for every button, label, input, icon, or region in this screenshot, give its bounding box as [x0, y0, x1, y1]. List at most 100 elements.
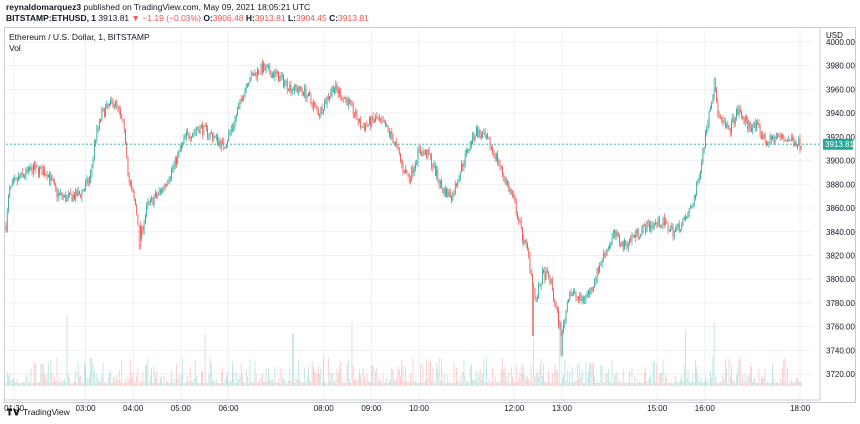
candle-body	[227, 140, 228, 145]
volume-bar	[178, 374, 180, 386]
tradingview-brand[interactable]: TradingView	[23, 407, 70, 417]
volume-bar	[352, 366, 354, 386]
candle-body	[681, 223, 683, 230]
volume-bar	[308, 366, 309, 386]
candle-body	[602, 253, 604, 261]
candle-body	[438, 179, 440, 185]
chart-frame[interactable]	[4, 27, 856, 403]
volume-bar	[744, 373, 746, 386]
volume-bar	[341, 379, 343, 386]
volume-bar	[228, 382, 230, 386]
volume-bar	[568, 382, 569, 386]
volume-bar	[342, 382, 344, 386]
volume-bar	[427, 378, 429, 386]
volume-bar	[148, 382, 150, 386]
volume-bar	[82, 383, 84, 386]
candle-body	[179, 149, 181, 151]
candle-body	[131, 183, 133, 188]
volume-bar	[492, 368, 493, 386]
volume-bar	[96, 373, 98, 386]
candle-body	[783, 137, 785, 139]
candle-body	[510, 189, 512, 195]
volume-bar	[581, 369, 583, 386]
volume-bar	[161, 376, 162, 386]
volume-bar	[36, 382, 38, 386]
candle-body	[284, 82, 286, 86]
volume-bars	[5, 311, 802, 386]
volume-bar	[239, 375, 241, 386]
candle-body	[5, 225, 7, 232]
volume-bar	[759, 382, 761, 386]
candle-body	[423, 151, 425, 154]
volume-bar	[617, 382, 619, 386]
author-name[interactable]: reynaldomarquez3	[6, 2, 82, 12]
volume-bar	[697, 373, 699, 386]
candle-body	[555, 305, 557, 308]
last-price: 3913.81	[98, 13, 130, 23]
candle-body	[556, 307, 558, 312]
volume-bar	[415, 381, 416, 386]
candle-body	[464, 153, 466, 165]
volume-bar	[734, 382, 736, 386]
candle-body	[317, 109, 319, 116]
volume-bar	[288, 380, 289, 386]
volume-bar	[371, 365, 373, 386]
candle-body	[551, 279, 553, 291]
candle-body	[717, 101, 719, 115]
footer[interactable]: TradingView	[6, 407, 70, 417]
volume-bar	[396, 377, 398, 386]
candle-body	[487, 135, 488, 139]
candle-body	[447, 189, 449, 197]
candle-body	[11, 182, 13, 187]
volume-bar	[66, 314, 68, 386]
candle-body	[655, 222, 657, 224]
volume-bar	[606, 374, 608, 386]
volume-bar	[45, 378, 47, 386]
volume-bar	[100, 382, 101, 386]
candle-body	[371, 116, 373, 127]
candle-body	[257, 69, 258, 78]
volume-bar	[593, 363, 594, 386]
candle-body	[718, 114, 720, 118]
candle-body	[449, 191, 451, 198]
candle-body	[605, 254, 607, 256]
volume-bar	[563, 374, 564, 386]
volume-bar	[214, 382, 216, 386]
volume-bar	[654, 361, 655, 386]
candle-body	[769, 135, 771, 143]
volume-bar	[147, 359, 149, 386]
candle-body	[228, 133, 230, 141]
volume-bar	[407, 380, 409, 386]
candle-body	[370, 117, 372, 127]
candle-body	[452, 193, 454, 201]
volume-bar	[55, 381, 57, 386]
candle-body	[731, 121, 732, 133]
candle-body	[422, 151, 424, 156]
candle-body	[30, 167, 32, 171]
candle-body	[388, 129, 390, 136]
volume-bar	[498, 382, 500, 386]
candle-body	[93, 142, 95, 157]
candle-body	[482, 134, 484, 138]
candle-body	[770, 135, 772, 140]
candle-body	[651, 224, 653, 228]
volume-bar	[21, 382, 23, 386]
volume-bar	[245, 368, 247, 386]
candle-body	[677, 223, 679, 227]
volume-bar	[172, 382, 174, 386]
volume-bar	[762, 376, 764, 386]
candle-body	[398, 148, 400, 155]
volume-bar	[300, 382, 302, 386]
volume-bar	[202, 371, 204, 386]
price-axis: 4000.00 3980.00 3960.00 3940.00 3920.00 3900.…	[4, 28, 855, 401]
volume-bar	[535, 373, 537, 386]
candle-body	[703, 148, 705, 151]
volume-bar	[329, 381, 330, 386]
candle-body	[135, 198, 136, 206]
volume-bar	[432, 367, 434, 386]
volume-bar	[120, 382, 121, 386]
volume-bar	[322, 357, 324, 386]
candle-body	[261, 63, 263, 73]
candle-body	[434, 164, 436, 176]
